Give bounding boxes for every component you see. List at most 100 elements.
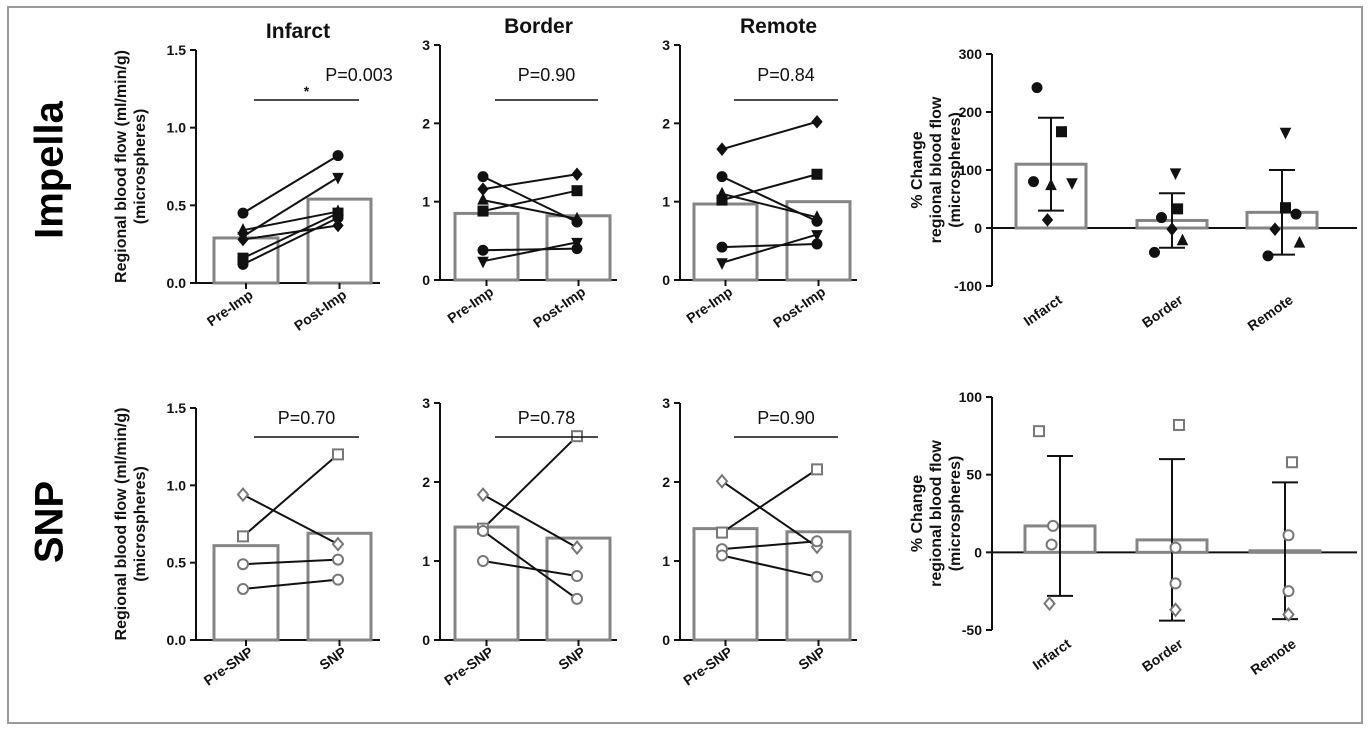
snp-change-point xyxy=(1169,541,1182,554)
impella-infarct-y-label: (microspheres) xyxy=(132,109,149,225)
snp-change-point xyxy=(1043,596,1056,612)
impella-remote-y-tick-label: 0 xyxy=(662,272,670,288)
snp-infarct-pair-line xyxy=(242,558,339,566)
impella-change-point xyxy=(1156,212,1167,224)
snp-border-point-post xyxy=(571,430,583,443)
impella-infarct-y-tick-label: 1.5 xyxy=(167,42,187,58)
snp-change-y-label: regional blood flow xyxy=(928,440,945,587)
snp-infarct-point-post xyxy=(331,536,345,552)
impella-border-point-pre xyxy=(477,256,489,269)
snp-change-point xyxy=(1282,606,1295,623)
impella-border-pair-line xyxy=(482,189,578,213)
impella-remote-y-tick-label: 3 xyxy=(662,37,670,53)
impella-remote-point-post xyxy=(811,210,823,222)
snp-infarct-y-tick-label: 0.5 xyxy=(167,555,187,571)
impella-remote-pair-line xyxy=(721,242,818,249)
snp-infarct-pair-line xyxy=(242,453,339,538)
impella-infarct-y-label: Regional blood flow (ml/min/g) xyxy=(113,50,130,283)
impella-change-y-label: % Change xyxy=(909,131,926,208)
snp-change-x-tick-label: Infarct xyxy=(1029,635,1074,673)
impella-border-y-tick-label: 2 xyxy=(422,115,430,131)
snp-change-point xyxy=(1286,456,1298,469)
snp-infarct-point-post xyxy=(332,553,344,566)
impella-change-point xyxy=(1269,222,1281,236)
impella-border-y-tick-label: 0 xyxy=(422,272,430,288)
snp-remote-point-pre xyxy=(716,526,728,539)
impella-remote-pair-line xyxy=(721,192,818,219)
snp-border-pvalue: P=0.78 xyxy=(518,408,576,428)
impella-remote-x-tick-label: Pre-Imp xyxy=(683,283,735,326)
impella-remote-y-tick-label: 2 xyxy=(662,115,670,131)
snp-border-y-tick-label: 2 xyxy=(422,474,430,490)
snp-remote-point-post xyxy=(811,463,823,476)
impella-border-x-tick-label: Post-Imp xyxy=(530,283,588,330)
impella-remote-pair-line xyxy=(721,173,818,202)
impella-change-y-label: regional blood flow xyxy=(928,96,945,243)
impella-infarct-point-pre xyxy=(237,207,249,219)
snp-remote-y-tick-label: 2 xyxy=(662,474,670,490)
impella-infarct-point-post xyxy=(332,212,344,224)
impella-remote-pvalue: P=0.84 xyxy=(757,65,815,85)
impella-change-point xyxy=(1262,250,1274,262)
impella-change-point xyxy=(1045,178,1057,191)
figure-frame xyxy=(7,6,1363,724)
snp-border-point-pre xyxy=(477,524,489,537)
impella-change-y-label: (microspheres) xyxy=(947,112,964,228)
impella-infarct-star: * xyxy=(304,83,310,99)
impella-border-pvalue: P=0.90 xyxy=(518,65,576,85)
snp-border-point-pre xyxy=(476,487,490,503)
snp-border-pair-line xyxy=(482,530,578,600)
impella-remote-point-pre xyxy=(716,142,728,156)
snp-remote-pair-line xyxy=(721,468,818,534)
impella-change-y-tick-label: 0 xyxy=(974,220,982,236)
impella-infarct-point-pre xyxy=(237,232,249,247)
impella-remote-title: Remote xyxy=(740,15,817,38)
impella-infarct-point-pre xyxy=(237,258,249,270)
snp-infarct-pair-line xyxy=(242,578,339,590)
snp-remote-pair-line xyxy=(721,554,818,578)
impella-change-point xyxy=(1031,82,1043,94)
impella-remote-point-post xyxy=(811,168,823,180)
snp-infarct-point-pre xyxy=(237,582,249,595)
snp-infarct-pair-line xyxy=(242,493,339,545)
impella-border-title: Border xyxy=(504,15,573,38)
impella-infarct-pair-line xyxy=(242,212,339,260)
snp-change-point xyxy=(1169,602,1182,618)
snp-border-pair-line xyxy=(482,560,578,577)
impella-change-y-tick-label: 300 xyxy=(959,46,983,62)
impella-change-point xyxy=(1066,178,1078,190)
snp-change-y-tick-label: 50 xyxy=(966,467,982,483)
impella-change-point xyxy=(1290,208,1302,220)
impella-remote-point-pre xyxy=(716,194,728,206)
snp-remote-y-tick-label: 3 xyxy=(662,395,670,411)
snp-change-y-tick-label: 100 xyxy=(959,389,983,405)
impella-infarct-y-tick-label: 0.5 xyxy=(167,197,187,213)
snp-change-point xyxy=(1047,519,1059,532)
impella-remote-point-pre xyxy=(716,241,728,253)
impella-infarct-x-tick-label: Post-Imp xyxy=(291,286,349,333)
snp-change-point xyxy=(1282,529,1295,542)
snp-infarct-pvalue: P=0.70 xyxy=(278,408,336,428)
impella-remote-point-post xyxy=(811,230,823,242)
impella-infarct-y-tick-label: 0.0 xyxy=(167,275,187,291)
snp-remote-pvalue: P=0.90 xyxy=(757,408,815,428)
impella-border-point-pre xyxy=(477,192,489,205)
snp-remote-x-tick-label: SNP xyxy=(795,643,828,673)
impella-change-point xyxy=(1169,168,1182,181)
snp-infarct-y-tick-label: 1.0 xyxy=(167,477,187,493)
snp-border-pair-line xyxy=(482,493,578,549)
snp-remote-y-tick-label: 0 xyxy=(662,632,670,648)
snp-change-point xyxy=(1169,577,1182,590)
impella-border-pair-line xyxy=(482,247,578,252)
snp-border-point-post xyxy=(571,570,583,583)
impella-infarct-x-tick-label: Pre-Imp xyxy=(204,286,256,329)
impella-change-point xyxy=(1041,213,1054,227)
snp-border-pair-line xyxy=(482,435,578,530)
snp-border-bar-snp xyxy=(545,536,612,642)
impella-border-x-tick-label: Pre-Imp xyxy=(444,283,496,326)
snp-change-point xyxy=(1033,425,1045,438)
snp-infarct-point-pre xyxy=(237,558,249,571)
impella-change-point xyxy=(1280,202,1291,214)
snp-infarct-x-tick-label: Pre-SNP xyxy=(201,643,256,688)
impella-infarct-pvalue: P=0.003 xyxy=(325,65,393,85)
